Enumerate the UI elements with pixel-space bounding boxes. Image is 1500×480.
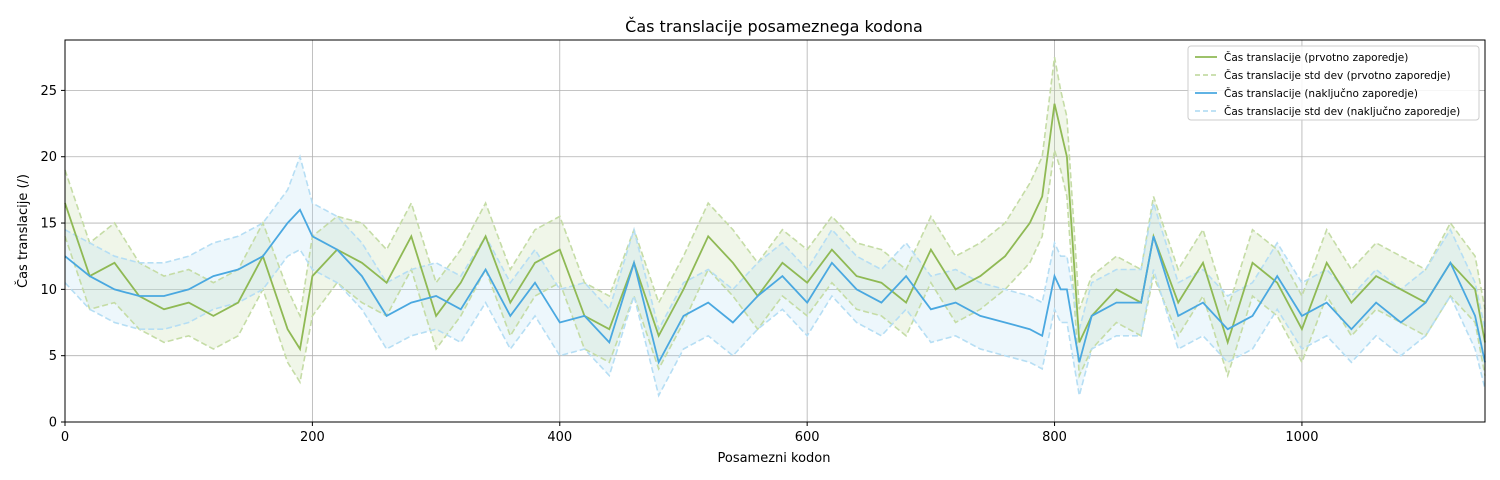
x-tick-label: 400 [547, 430, 572, 445]
y-tick-label: 20 [40, 150, 57, 165]
x-tick-label: 200 [300, 430, 325, 445]
legend-entry-2: Čas translacije (naključno zaporedje) [1224, 87, 1418, 100]
chart-title: Čas translacije posameznega kodona [625, 17, 923, 36]
std-dev-band-fill-3 [65, 156, 1485, 396]
legend-box [1187, 45, 1480, 121]
legend: Čas translacije (prvotno zaporedje) Čas t… [1187, 45, 1480, 121]
y-tick-label: 15 [40, 217, 57, 232]
x-tick-label: 0 [61, 430, 69, 445]
plot-frame [64, 39, 1486, 423]
std-dev-upper-line-3 [64, 154, 1486, 332]
std-dev-band-fill-1 [65, 57, 1485, 383]
std-dev-lower-line-3 [64, 248, 1486, 398]
x-axis-label: Posamezni kodon [717, 451, 830, 466]
std-dev-bands [65, 57, 1485, 396]
y-tick-label: 25 [40, 84, 57, 99]
y-tick-label: 0 [49, 416, 57, 431]
legend-entry-3: Čas translacije std dev (naključno zapor… [1224, 105, 1460, 118]
y-axis-label: Čas translacije (/) [15, 174, 31, 288]
x-tick-label: 1000 [1285, 430, 1318, 445]
legend-entry-1: Čas translacije std dev (prvotno zapored… [1224, 69, 1451, 82]
x-tick-label: 800 [1042, 430, 1067, 445]
std-dev-lower-line-1 [64, 149, 1486, 385]
y-tick-label: 5 [49, 349, 57, 364]
series-lines [64, 57, 1486, 398]
x-tick-label: 600 [795, 430, 820, 445]
std-dev-upper-line-1 [64, 57, 1486, 319]
series-line-0 [64, 103, 1486, 352]
axis-ticks: 0 200 400 600 800 1000 0 5 10 15 20 25 [40, 84, 1318, 445]
series-line-2 [64, 208, 1486, 365]
legend-entry-0: Čas translacije (prvotno zaporedje) [1224, 51, 1408, 64]
y-tick-label: 10 [40, 283, 57, 298]
